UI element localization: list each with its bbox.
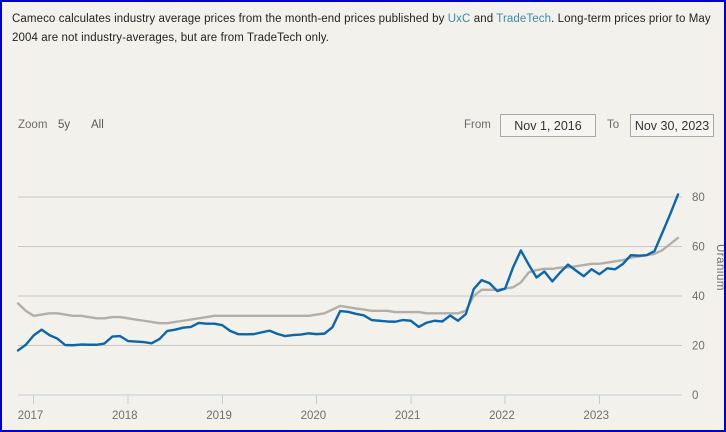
to-label: To (607, 119, 620, 131)
y-tick-label-group: 0 20 40 60 80 (692, 192, 705, 402)
y-tick-label: 40 (692, 291, 705, 303)
chart-source-note: Cameco calculates industry average price… (12, 10, 712, 48)
x-tick-label: 2023 (583, 410, 609, 422)
y-tick-label: 0 (692, 390, 698, 402)
gridlines-group (18, 196, 682, 396)
note-text-part3: . Long-term prices prior to May 2004 are… (12, 13, 711, 44)
x-tick-label: 2019 (206, 410, 232, 422)
x-tick-label: 2017 (18, 410, 44, 422)
tradetech-link[interactable]: TradeTech (496, 13, 552, 25)
from-label: From (464, 119, 491, 131)
y-tick-label: 80 (692, 192, 705, 204)
zoom-label: Zoom (18, 119, 48, 131)
uxc-link[interactable]: UxC (447, 13, 471, 25)
x-tick-label: 2018 (112, 410, 138, 422)
note-text-part1: Cameco calculates industry average price… (12, 13, 448, 25)
x-tick-label: 2021 (395, 410, 421, 422)
uranium-price-line-chart[interactable]: 2017 2018 2019 2020 2021 2022 2023 0 20 40 60 80 (2, 140, 726, 432)
longterm-price-line (16, 236, 680, 325)
x-tick-group: 2017 2018 2019 2020 2021 2022 2023 (18, 395, 609, 422)
zoom-range-5y-button[interactable]: 5y (58, 119, 71, 131)
y-tick-label: 20 (692, 341, 705, 353)
chart-plot-area[interactable]: 2017 2018 2019 2020 2021 2022 2023 0 20 40 60 80 U… (2, 140, 726, 432)
x-tick-label: 2022 (489, 410, 515, 422)
note-text-part2: and (470, 13, 497, 25)
y-axis-title: Uranium (714, 244, 726, 291)
chart-controls-bar: Zoom 5y All From Nov 1, 2016 To Nov 30, … (2, 114, 724, 140)
spot-price-line (16, 193, 680, 352)
zoom-range-all-button[interactable]: All (91, 119, 104, 131)
x-tick-label: 2020 (301, 410, 327, 422)
from-date-input[interactable]: Nov 1, 2016 (500, 114, 596, 137)
to-date-input[interactable]: Nov 30, 2023 (630, 114, 714, 137)
series-group (16, 193, 680, 352)
y-tick-label: 60 (692, 242, 705, 254)
